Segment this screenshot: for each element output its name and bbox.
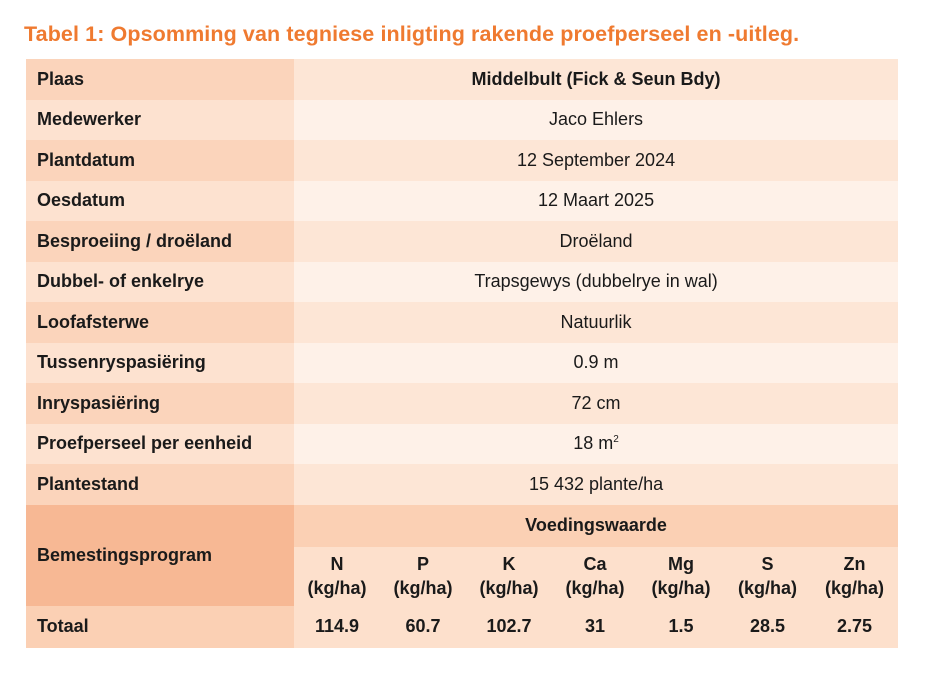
nutrient-symbol: K xyxy=(502,554,516,574)
row-label: Besproeiing / droëland xyxy=(26,221,294,262)
row-label: Oesdatum xyxy=(26,180,294,221)
total-value: 114.9 xyxy=(294,605,380,648)
row-label: Medewerker xyxy=(26,99,294,140)
table-row: Proefperseel per eenheid 18 m2 xyxy=(26,423,899,464)
nutrient-header: S (kg/ha) xyxy=(724,546,811,606)
row-label: Dubbel- of enkelrye xyxy=(26,261,294,302)
fertilization-label: Bemestingsprogram xyxy=(26,504,294,606)
nutrient-header-row: N (kg/ha) P (kg/ha) K (kg/ha) Ca (kg/ha) Mg (… xyxy=(26,546,899,606)
nutrient-symbol: Zn xyxy=(843,554,866,574)
table-row: Dubbel- of enkelrye Trapsgewys (dubbelry… xyxy=(26,261,899,302)
table-row: Loofafsterwe Natuurlik xyxy=(26,302,899,343)
total-value: 2.75 xyxy=(811,605,899,648)
nutrient-unit: (kg/ha) xyxy=(307,578,367,598)
nutrient-header: Ca (kg/ha) xyxy=(552,546,638,606)
nutrient-unit: (kg/ha) xyxy=(825,578,885,598)
row-value: 12 September 2024 xyxy=(294,140,899,181)
table-row: Besproeiing / droëland Droëland xyxy=(26,221,899,262)
nutrient-symbol: N xyxy=(330,554,344,574)
row-label: Tussenryspasiëring xyxy=(26,342,294,383)
total-value: 102.7 xyxy=(466,605,552,648)
table-row: Plaas Middelbult (Fick & Seun Bdy) xyxy=(26,59,899,100)
nutrient-symbol: Mg xyxy=(668,554,694,574)
nutrient-value-header: Voedingswaarde xyxy=(294,504,899,547)
row-label: Loofafsterwe xyxy=(26,302,294,343)
fertilization-header-row: Bemestingsprogram Voedingswaarde xyxy=(26,504,899,606)
table-row: Inryspasiëring 72 cm xyxy=(26,383,899,424)
row-value: Natuurlik xyxy=(294,302,899,343)
total-value: 1.5 xyxy=(638,605,724,648)
table-row: Oesdatum 12 Maart 2025 xyxy=(26,180,899,221)
row-value: Trapsgewys (dubbelrye in wal) xyxy=(294,261,899,302)
row-value: 0.9 m xyxy=(294,342,899,383)
nutrient-unit: (kg/ha) xyxy=(651,578,711,598)
row-label: Plaas xyxy=(26,59,294,100)
row-label: Plantestand xyxy=(26,464,294,505)
nutrient-unit: (kg/ha) xyxy=(737,578,797,598)
nutrient-header: N (kg/ha) xyxy=(294,546,380,606)
total-value: 60.7 xyxy=(380,605,466,648)
table-caption: Tabel 1: Opsomming van tegniese inligtin… xyxy=(24,22,800,46)
row-value: Middelbult (Fick & Seun Bdy) xyxy=(294,59,899,100)
row-label: Proefperseel per eenheid xyxy=(26,423,294,464)
total-label: Totaal xyxy=(26,605,294,648)
totals-row: Totaal 114.9 60.7 102.7 31 1.5 28.5 2.75 xyxy=(26,605,899,648)
nutrient-header: P (kg/ha) xyxy=(380,546,466,606)
row-label: Inryspasiëring xyxy=(26,383,294,424)
nutrient-unit: (kg/ha) xyxy=(393,578,453,598)
superscript: 2 xyxy=(613,434,619,446)
row-value: 18 m2 xyxy=(294,423,899,464)
table-row: Tussenryspasiëring 0.9 m xyxy=(26,342,899,383)
nutrient-header: K (kg/ha) xyxy=(466,546,552,606)
info-table: Plaas Middelbult (Fick & Seun Bdy) Medew… xyxy=(26,59,899,648)
nutrient-header: Mg (kg/ha) xyxy=(638,546,724,606)
table-row: Medewerker Jaco Ehlers xyxy=(26,99,899,140)
value-text: 18 m xyxy=(573,433,614,454)
row-value: Jaco Ehlers xyxy=(294,99,899,140)
row-label: Plantdatum xyxy=(26,140,294,181)
total-value: 31 xyxy=(552,605,638,648)
nutrient-symbol: P xyxy=(416,554,429,574)
nutrient-unit: (kg/ha) xyxy=(479,578,539,598)
nutrient-symbol: S xyxy=(761,554,774,574)
nutrient-symbol: Ca xyxy=(583,554,607,574)
total-value: 28.5 xyxy=(724,605,811,648)
nutrient-header: Zn (kg/ha) xyxy=(811,546,899,606)
row-value: Droëland xyxy=(294,221,899,262)
table-row: Plantestand 15 432 plante/ha xyxy=(26,464,899,505)
row-value: 72 cm xyxy=(294,383,899,424)
row-value: 12 Maart 2025 xyxy=(294,180,899,221)
table-row: Plantdatum 12 September 2024 xyxy=(26,140,899,181)
nutrient-unit: (kg/ha) xyxy=(565,578,625,598)
row-value: 15 432 plante/ha xyxy=(294,464,899,505)
